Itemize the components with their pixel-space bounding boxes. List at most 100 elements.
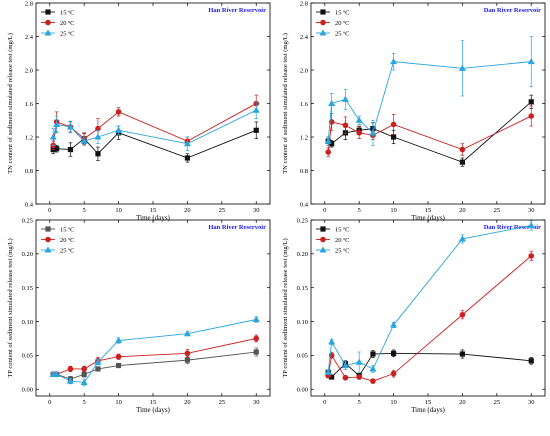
legend-label: 25 ºC [335, 30, 349, 37]
x-tick-label: 0 [323, 207, 326, 214]
y-tick-label: 1.6 [25, 101, 34, 108]
x-tick-label: 10 [390, 207, 397, 214]
data-point [369, 365, 377, 372]
legend: 15 ºC 20 ºC 25 ºC [41, 9, 74, 37]
series-1 [50, 347, 259, 383]
legend-marker [44, 29, 52, 36]
data-point [252, 315, 260, 323]
x-tick-label: 0 [48, 399, 51, 406]
y-tick-label: 0.20 [22, 251, 33, 258]
data-point [390, 58, 398, 65]
data-point [328, 338, 336, 345]
series-line [327, 255, 532, 382]
data-point [80, 137, 88, 144]
data-point [67, 146, 74, 153]
x-tick-label: 20 [459, 399, 466, 406]
data-point [253, 349, 259, 355]
legend-marker [320, 236, 326, 243]
chart-title: Han River Reservoir [208, 7, 266, 14]
data-point [459, 311, 466, 318]
x-tick-label: 25 [219, 399, 226, 406]
data-point [253, 335, 260, 342]
data-point [528, 253, 535, 259]
chart-title: Dan River Reservoir [484, 7, 541, 14]
legend-label: 25 ºC [335, 247, 349, 254]
series-3 [324, 36, 535, 146]
data-point [325, 149, 332, 155]
legend-marker [44, 246, 52, 253]
chart-panel-2: 0 5 10 15 20 25 30 0.4 0.8 1.2 1.6 2.0 2.4 2.8 Time (d… [282, 0, 546, 222]
y-tick-label: 0.15 [297, 285, 308, 292]
x-tick-label: 10 [115, 207, 122, 214]
x-tick-label: 10 [115, 399, 122, 406]
y-tick-label: 1.6 [300, 101, 309, 108]
x-tick-label: 25 [494, 207, 501, 214]
data-point [527, 221, 535, 228]
data-point [356, 374, 362, 380]
series-3 [324, 220, 535, 375]
data-point [184, 155, 191, 161]
x-tick-label: 25 [219, 207, 226, 214]
data-point [184, 350, 191, 357]
y-tick-label: 0.4 [300, 201, 309, 208]
y-axis-label: TP content of sediment simulated release… [282, 238, 289, 377]
y-tick-label: 1.2 [25, 134, 33, 141]
x-tick-label: 5 [83, 399, 86, 406]
legend-marker [45, 226, 51, 232]
data-point [390, 121, 397, 128]
data-point [527, 58, 535, 65]
x-tick-label: 30 [528, 207, 535, 214]
x-tick-label: 5 [358, 207, 361, 214]
x-axis-label: Time (days) [136, 406, 170, 414]
legend: 15 ºC 20 ºC 25 ºC [316, 9, 349, 37]
series-2 [325, 105, 535, 157]
legend-label: 20 ºC [335, 20, 349, 27]
y-tick-label: 0.25 [297, 217, 308, 224]
y-tick-label: 0.20 [297, 251, 308, 258]
data-point [328, 99, 336, 107]
legend: 15 ºC 20 ºC 25 ºC [316, 226, 349, 254]
x-tick-label: 5 [83, 207, 86, 214]
legend-label: 15 ºC [60, 226, 74, 233]
data-point [390, 350, 397, 356]
data-point [95, 151, 101, 157]
x-axis-label: Time (days) [411, 214, 445, 222]
series-3 [49, 101, 260, 151]
data-point [115, 336, 123, 344]
x-tick-label: 25 [494, 399, 501, 406]
data-point [458, 64, 466, 71]
data-point [355, 116, 363, 123]
data-point [390, 370, 397, 377]
data-point [95, 366, 101, 372]
series-line [327, 61, 532, 142]
chart-panel-3: 0 5 10 15 20 25 30 0.00 0.05 0.10 0.15 0.20 0.25 Time… [7, 217, 271, 414]
y-tick-label: 0.05 [22, 353, 33, 360]
data-point [324, 137, 332, 144]
data-point [528, 99, 534, 105]
y-tick-label: 1.2 [300, 134, 308, 141]
y-tick-label: 0.05 [297, 353, 308, 360]
y-axis-label: TP content of sediment simulated release… [7, 238, 14, 377]
legend-label: 20 ºC [60, 20, 74, 27]
data-point [342, 122, 349, 129]
legend-label: 20 ºC [60, 237, 74, 244]
x-tick-label: 0 [48, 207, 51, 214]
y-tick-label: 2.8 [25, 0, 33, 7]
x-tick-label: 15 [150, 207, 157, 214]
series-2 [50, 334, 260, 378]
data-point [369, 129, 377, 136]
data-point [67, 366, 74, 372]
data-point [459, 146, 466, 153]
data-point [356, 130, 362, 136]
y-tick-label: 0.15 [22, 285, 33, 292]
legend-label: 15 ºC [60, 9, 74, 16]
data-point [183, 330, 191, 337]
data-point [528, 358, 534, 364]
legend-marker [45, 9, 51, 15]
chart-title: Dan River Reservoir [484, 224, 541, 231]
data-point [80, 378, 88, 386]
data-point [183, 140, 191, 147]
data-point [355, 358, 363, 365]
data-point [341, 361, 349, 369]
